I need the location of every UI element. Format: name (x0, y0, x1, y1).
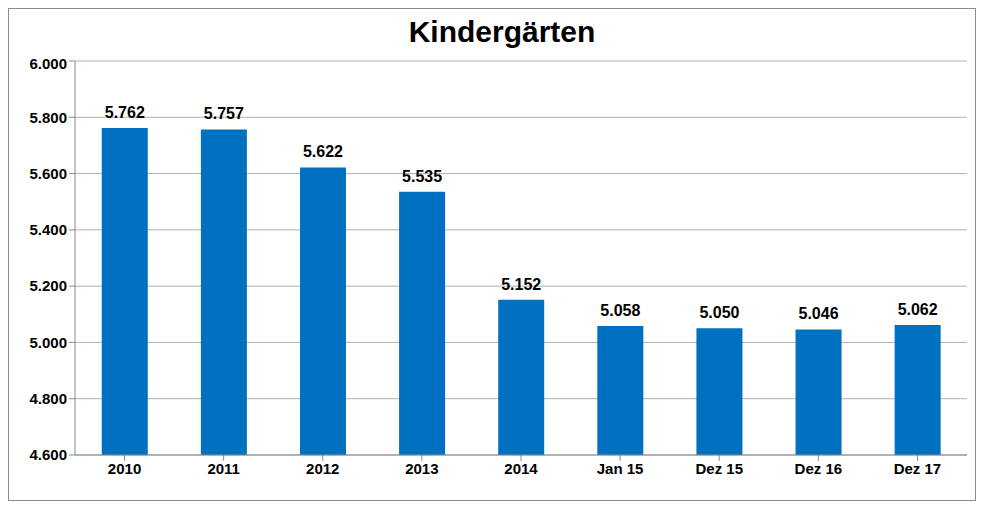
svg-text:5.400: 5.400 (29, 221, 67, 238)
svg-text:5.757: 5.757 (204, 105, 244, 122)
svg-text:Dez 17: Dez 17 (894, 460, 942, 477)
svg-text:6.000: 6.000 (29, 55, 67, 72)
svg-text:5.062: 5.062 (898, 301, 938, 318)
svg-text:5.050: 5.050 (699, 304, 739, 321)
svg-text:4.600: 4.600 (29, 446, 67, 463)
svg-text:Jan 15: Jan 15 (597, 460, 644, 477)
html-text:Kindergärten: Kindergärten (408, 15, 596, 48)
svg-text:5.800: 5.800 (29, 109, 67, 126)
svg-text:4.800: 4.800 (29, 390, 67, 407)
svg-text:5.200: 5.200 (29, 277, 67, 294)
svg-text:2012: 2012 (306, 460, 339, 477)
svg-text:5.046: 5.046 (799, 305, 839, 322)
svg-text:5.058: 5.058 (600, 302, 640, 319)
svg-text:5.152: 5.152 (501, 276, 541, 293)
svg-text:5.000: 5.000 (29, 334, 67, 351)
svg-text:5.535: 5.535 (402, 168, 442, 185)
svg-text:2014: 2014 (504, 460, 538, 477)
svg-text:2010: 2010 (108, 460, 141, 477)
svg-text:2013: 2013 (405, 460, 438, 477)
svg-text:5.600: 5.600 (29, 165, 67, 182)
svg-text:Dez 15: Dez 15 (695, 460, 743, 477)
svg-text:2011: 2011 (207, 460, 240, 477)
svg-text:Dez 16: Dez 16 (795, 460, 843, 477)
svg-text:5.762: 5.762 (105, 104, 145, 121)
svg-text:5.622: 5.622 (303, 143, 343, 160)
